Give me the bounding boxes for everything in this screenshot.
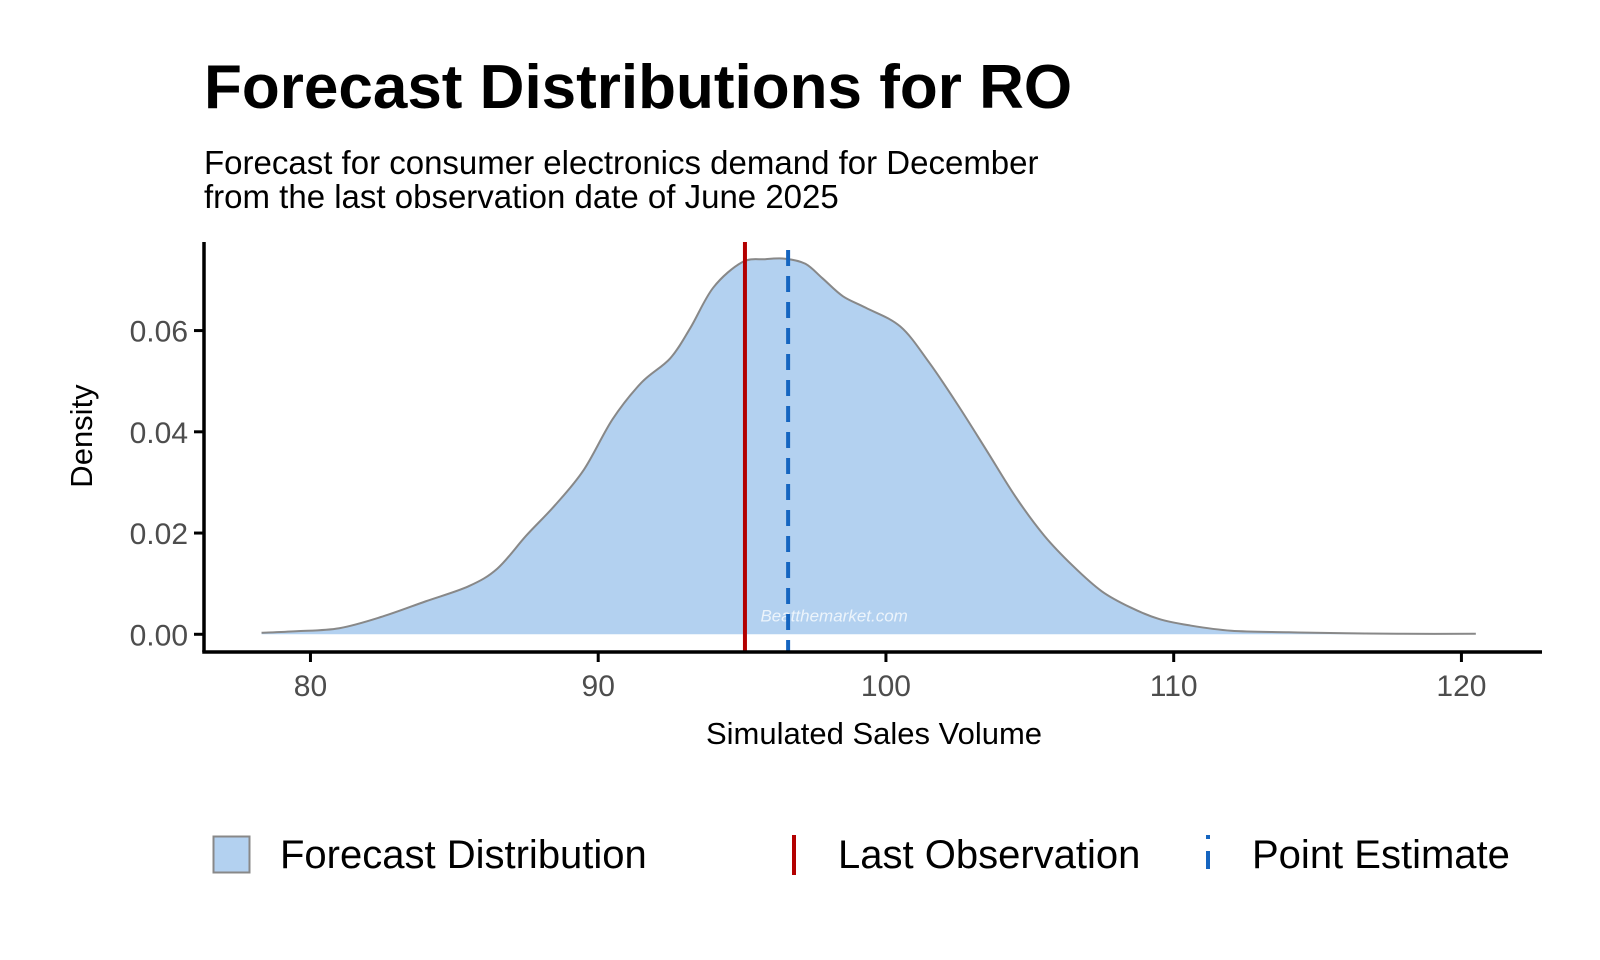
y-tick-label: 0.04 — [130, 417, 188, 450]
watermark-text: Beatthemarket.com — [760, 607, 907, 626]
y-tick-label: 0.00 — [130, 619, 188, 652]
density-area — [261, 258, 1476, 635]
legend-label-forecast: Forecast Distribution — [280, 832, 647, 877]
subtitle-line-1: Forecast for consumer electronics demand… — [204, 144, 1039, 181]
chart-subtitle: Forecast for consumer electronics demand… — [204, 146, 1204, 214]
legend-swatch-dashed-line — [1206, 835, 1210, 875]
y-tick-label: 0.02 — [130, 518, 188, 551]
density-chart: Beatthemarket.com 80 90 100 110 120 0.00 0.02 0.… — [64, 242, 1542, 751]
legend-item-point-estimate: Point Estimate — [1198, 820, 1510, 890]
x-tick-label: 100 — [861, 670, 911, 703]
legend-swatch-fill — [212, 835, 251, 874]
density-outline — [261, 257, 1476, 635]
chart-title: Forecast Distributions for RO — [204, 53, 1073, 122]
legend-item-last-observation: Last Observation — [784, 820, 1140, 890]
x-tick-label: 110 — [1150, 670, 1198, 703]
legend-swatch-solid-line — [792, 835, 796, 875]
legend-item-forecast-distribution: Forecast Distribution — [212, 820, 647, 890]
y-tick-label: 0.06 — [130, 316, 188, 349]
x-tick-label: 90 — [582, 670, 615, 703]
legend-label-last-observation: Last Observation — [838, 832, 1141, 877]
legend: Forecast Distribution Last Observation P… — [0, 820, 1600, 890]
x-axis-title: Simulated Sales Volume — [706, 716, 1042, 751]
x-tick-label: 80 — [294, 670, 327, 703]
legend-label-point-estimate: Point Estimate — [1252, 832, 1510, 877]
x-tick-label: 120 — [1436, 670, 1486, 703]
subtitle-line-2: from the last observation date of June 2… — [204, 178, 839, 215]
y-axis-title: Density — [64, 384, 99, 488]
